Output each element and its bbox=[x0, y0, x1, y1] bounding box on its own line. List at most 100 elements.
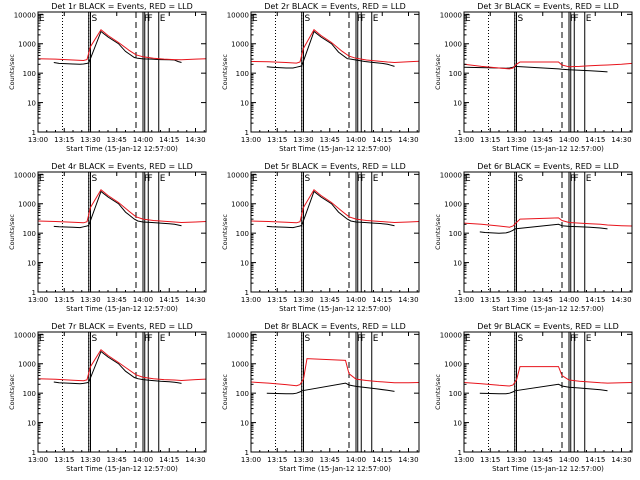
x-tick-label: 14:00 bbox=[559, 456, 579, 464]
x-tick-label: 13:30 bbox=[506, 296, 526, 304]
flare-flag-label: F bbox=[574, 14, 579, 24]
plot-frame bbox=[37, 11, 207, 133]
y-tick-label: 1000 bbox=[444, 361, 462, 369]
x-axis-label: Start Time (15-Jan-12 12:57:00) bbox=[66, 305, 178, 313]
panel-1: E S FF E13:00 13:15 13:30 13:45 14:00 14:15 14:30… bbox=[8, 2, 207, 153]
panel-5: E S FF E13:00 13:15 13:30 13:45 14:00 14:15 14:30… bbox=[221, 162, 420, 313]
x-tick-label: 14:30 bbox=[398, 296, 418, 304]
y-tick-label: 1 bbox=[458, 289, 462, 297]
eclipse-flag-label: E bbox=[39, 334, 45, 344]
x-axis-label: Start Time (15-Jan-12 12:57:00) bbox=[492, 465, 604, 473]
y-tick-label: 1000 bbox=[231, 201, 249, 209]
y-tick-label: 100 bbox=[236, 230, 249, 238]
flare-flag-label: F bbox=[574, 174, 579, 184]
x-tick-label: 14:00 bbox=[133, 296, 153, 304]
y-tick-label: 10000 bbox=[227, 171, 249, 179]
x-tick-label: 13:00 bbox=[241, 136, 261, 144]
x-tick-label: 14:00 bbox=[133, 136, 153, 144]
x-tick-label: 13:45 bbox=[107, 456, 127, 464]
x-tick-label: 13:00 bbox=[28, 456, 48, 464]
x-tick-label: 14:15 bbox=[372, 296, 392, 304]
x-tick-label: 13:30 bbox=[293, 296, 313, 304]
x-axis-label: Start Time (15-Jan-12 12:57:00) bbox=[279, 305, 391, 313]
panel-title: Det 8r BLACK = Events, RED = LLD bbox=[264, 322, 406, 331]
x-tick-label: 14:30 bbox=[611, 456, 631, 464]
y-tick-label: 10 bbox=[240, 100, 249, 108]
saa-flag-label: S bbox=[305, 334, 311, 344]
lld-series-line bbox=[251, 188, 419, 224]
y-tick-label: 10 bbox=[453, 100, 462, 108]
panel-title: Det 1r BLACK = Events, RED = LLD bbox=[51, 2, 193, 11]
plot-frame bbox=[463, 11, 633, 133]
lld-series-line bbox=[464, 61, 632, 70]
x-tick-label: 13:30 bbox=[80, 136, 100, 144]
y-axis-label: Counts/sec bbox=[8, 214, 16, 250]
saa-flag-label: S bbox=[92, 174, 98, 184]
saa-flag-label: S bbox=[305, 174, 311, 184]
y-tick-label: 100 bbox=[23, 230, 36, 238]
y-tick-label: 10 bbox=[240, 260, 249, 268]
panel-6: E S FF E13:00 13:15 13:30 13:45 14:00 14:15 14:30… bbox=[434, 162, 633, 313]
events-series-line bbox=[266, 30, 395, 69]
y-tick-label: 10000 bbox=[14, 331, 36, 339]
eclipse-flag-label: E bbox=[252, 174, 258, 184]
plot-frame bbox=[250, 11, 420, 133]
y-tick-label: 100 bbox=[236, 70, 249, 78]
y-tick-label: 10000 bbox=[440, 331, 462, 339]
panel-title: Det 2r BLACK = Events, RED = LLD bbox=[264, 2, 406, 11]
y-tick-label: 1 bbox=[245, 129, 249, 137]
x-tick-label: 13:00 bbox=[241, 456, 261, 464]
x-tick-label: 13:15 bbox=[267, 136, 287, 144]
x-tick-label: 13:45 bbox=[533, 296, 553, 304]
y-axis-label: Counts/sec bbox=[8, 54, 16, 90]
eclipse-flag-label: E bbox=[465, 334, 471, 344]
x-tick-label: 13:45 bbox=[533, 456, 553, 464]
y-tick-label: 10000 bbox=[227, 11, 249, 19]
x-tick-label: 14:00 bbox=[559, 296, 579, 304]
lld-series-line bbox=[38, 28, 206, 62]
y-tick-label: 10 bbox=[27, 260, 36, 268]
flare-flag-label: F bbox=[570, 334, 575, 344]
x-tick-label: 13:45 bbox=[107, 136, 127, 144]
y-axis-label: Counts/sec bbox=[434, 374, 442, 410]
y-tick-label: 100 bbox=[23, 70, 36, 78]
x-tick-label: 14:15 bbox=[585, 136, 605, 144]
x-tick-label: 14:30 bbox=[185, 136, 205, 144]
y-tick-label: 1 bbox=[458, 449, 462, 457]
x-tick-label: 14:30 bbox=[398, 136, 418, 144]
flare-flag-label: F bbox=[361, 334, 366, 344]
plot-frame bbox=[463, 171, 633, 293]
x-tick-label: 13:15 bbox=[267, 456, 287, 464]
events-series-line bbox=[266, 382, 395, 395]
events-series-line bbox=[479, 383, 608, 395]
eclipse-end-flag-label: E bbox=[586, 334, 592, 344]
x-tick-label: 13:15 bbox=[480, 136, 500, 144]
plot-frame bbox=[37, 331, 207, 453]
flare-flag-label: F bbox=[148, 334, 153, 344]
y-axis-label: Counts/sec bbox=[8, 374, 16, 410]
events-series-line bbox=[53, 350, 182, 385]
x-tick-label: 13:00 bbox=[241, 296, 261, 304]
x-tick-label: 14:30 bbox=[611, 136, 631, 144]
y-tick-label: 1000 bbox=[18, 361, 36, 369]
x-tick-label: 13:45 bbox=[320, 136, 340, 144]
eclipse-flag-label: E bbox=[252, 334, 258, 344]
y-tick-label: 1 bbox=[245, 449, 249, 457]
y-tick-label: 1000 bbox=[231, 41, 249, 49]
flare-flag-label: F bbox=[148, 174, 153, 184]
x-tick-label: 13:00 bbox=[454, 296, 474, 304]
panel-8: E S FF E13:00 13:15 13:30 13:45 14:00 14:15 14:30… bbox=[221, 322, 420, 473]
panel-title: Det 5r BLACK = Events, RED = LLD bbox=[264, 162, 406, 171]
flare-flag-label: F bbox=[357, 14, 362, 24]
events-series-line bbox=[266, 190, 395, 229]
x-tick-label: 13:15 bbox=[54, 296, 74, 304]
flare-flag-label: F bbox=[357, 334, 362, 344]
eclipse-end-flag-label: E bbox=[160, 334, 166, 344]
lld-series-line bbox=[464, 217, 632, 228]
lld-series-line bbox=[38, 348, 206, 382]
saa-flag-label: S bbox=[518, 334, 524, 344]
plot-frame bbox=[250, 171, 420, 293]
panel-7: E S FF E13:00 13:15 13:30 13:45 14:00 14:15 14:30… bbox=[8, 322, 207, 473]
y-tick-label: 1 bbox=[245, 289, 249, 297]
